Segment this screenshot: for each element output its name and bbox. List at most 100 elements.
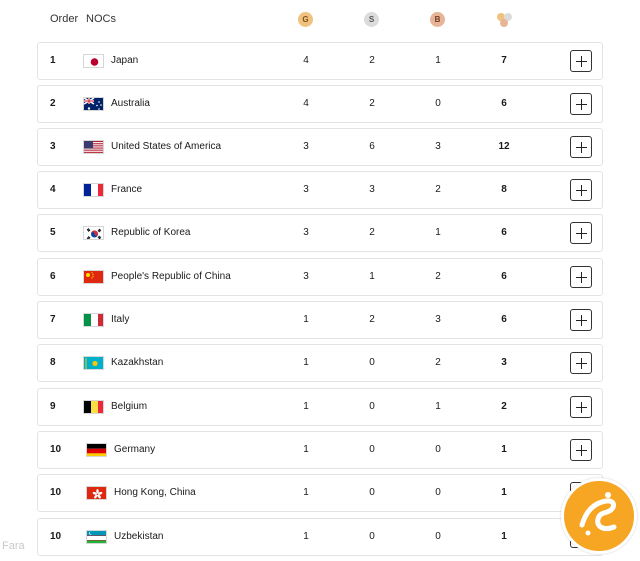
noc-name[interactable]: Kazakhstan: [111, 357, 164, 368]
gold-count: 1: [303, 531, 309, 542]
kazakhstan-flag-icon: [83, 356, 104, 370]
total-count: 6: [501, 227, 507, 238]
gold-count: 4: [303, 55, 309, 66]
rank-cell: 8: [50, 357, 56, 368]
expand-row-button[interactable]: [570, 93, 592, 115]
gold-count: 1: [303, 357, 309, 368]
noc-name[interactable]: Belgium: [111, 401, 148, 412]
noc-name[interactable]: Italy: [111, 314, 130, 325]
japan-flag-icon: [83, 54, 104, 68]
silver-count: 0: [369, 487, 375, 498]
bronze-count: 0: [435, 487, 441, 498]
table-header: Order NOCs G S B: [0, 0, 640, 40]
medal-table-row-italy[interactable]: 7 Italy 1 2 3 6: [37, 301, 603, 339]
gold-count: 1: [303, 314, 309, 325]
watermark-text: Fara: [2, 540, 25, 552]
gold-count: 3: [303, 271, 309, 282]
silver-count: 0: [369, 444, 375, 455]
silver-medal-icon[interactable]: S: [364, 12, 379, 27]
rank-cell: 6: [50, 271, 56, 282]
bronze-count: 1: [435, 55, 441, 66]
bronze-count: 3: [435, 141, 441, 152]
belgium-flag-icon: [83, 400, 104, 414]
nocs-column-header[interactable]: NOCs: [86, 13, 116, 25]
expand-row-button[interactable]: [570, 266, 592, 288]
bronze-count: 0: [435, 531, 441, 542]
china-flag-icon: [83, 270, 104, 284]
expand-row-button[interactable]: [570, 439, 592, 461]
medal-table-row-japan[interactable]: 1 Japan 4 2 1 7: [37, 42, 603, 80]
germany-flag-icon: [86, 443, 107, 457]
medal-table-row-belgium[interactable]: 9 Belgium 1 0 1 2: [37, 388, 603, 426]
australia-flag-icon: [83, 97, 104, 111]
medal-table-row-usa[interactable]: 3 United States of America 3 6 3 12: [37, 128, 603, 166]
order-column-header[interactable]: Order: [50, 13, 79, 25]
noc-name[interactable]: Hong Kong, China: [114, 487, 196, 498]
expand-row-button[interactable]: [570, 136, 592, 158]
gold-count: 4: [303, 98, 309, 109]
noc-name[interactable]: Republic of Korea: [111, 227, 191, 238]
noc-name[interactable]: France: [111, 184, 143, 195]
korea-flag-icon: [83, 226, 104, 240]
total-count: 1: [501, 487, 507, 498]
medal-table-row-uzbekistan[interactable]: 10 Uzbekistan 1 0 0 1: [37, 518, 603, 556]
rank-cell: 2: [50, 98, 56, 109]
expand-row-button[interactable]: [570, 50, 592, 72]
medal-table-row-kazakhstan[interactable]: 8 Kazakhstan 1 0 2 3: [37, 344, 603, 382]
gold-count: 1: [303, 401, 309, 412]
expand-row-button[interactable]: [570, 179, 592, 201]
rank-cell: 1: [50, 55, 56, 66]
medal-table-row-korea[interactable]: 5 Republic of Korea 3 2 1 6: [37, 214, 603, 252]
expand-row-button[interactable]: [570, 396, 592, 418]
silver-count: 3: [369, 184, 375, 195]
total-count: 1: [501, 531, 507, 542]
total-count: 8: [501, 184, 507, 195]
watermark-logo-icon: [561, 478, 637, 554]
total-medals-icon[interactable]: [496, 11, 514, 29]
silver-count: 0: [369, 357, 375, 368]
rank-cell: 3: [50, 141, 56, 152]
expand-row-button[interactable]: [570, 309, 592, 331]
noc-name[interactable]: Japan: [111, 55, 139, 66]
silver-count: 2: [369, 98, 375, 109]
total-count: 3: [501, 357, 507, 368]
bronze-count: 2: [435, 184, 441, 195]
france-flag-icon: [83, 183, 104, 197]
uzbekistan-flag-icon: [86, 530, 107, 544]
bronze-count: 2: [435, 271, 441, 282]
hongkong-flag-icon: [86, 486, 107, 500]
total-count: 6: [501, 98, 507, 109]
noc-name[interactable]: Germany: [114, 444, 156, 455]
medal-table-row-china[interactable]: 6 People's Republic of China 3 1 2 6: [37, 258, 603, 296]
gold-count: 3: [303, 184, 309, 195]
expand-row-button[interactable]: [570, 222, 592, 244]
gold-count: 1: [303, 487, 309, 498]
total-count: 2: [501, 401, 507, 412]
silver-count: 2: [369, 227, 375, 238]
noc-name[interactable]: People's Republic of China: [111, 271, 231, 282]
gold-count: 3: [303, 227, 309, 238]
silver-count: 2: [369, 314, 375, 325]
total-count: 1: [501, 444, 507, 455]
total-count: 6: [501, 271, 507, 282]
medal-table-row-germany[interactable]: 10 Germany 1 0 0 1: [37, 431, 603, 469]
noc-name[interactable]: United States of America: [111, 141, 222, 152]
bronze-count: 0: [435, 444, 441, 455]
medal-table-row-france[interactable]: 4 France 3 3 2 8: [37, 171, 603, 209]
noc-name[interactable]: Australia: [111, 98, 150, 109]
rank-cell: 10: [50, 444, 62, 455]
medal-table-row-hongkong[interactable]: 10 Hong Kong, China 1 0 0 1: [37, 474, 603, 512]
expand-row-button[interactable]: [570, 352, 592, 374]
gold-medal-icon[interactable]: G: [298, 12, 313, 27]
silver-count: 0: [369, 401, 375, 412]
bronze-medal-icon[interactable]: B: [430, 12, 445, 27]
noc-name[interactable]: Uzbekistan: [114, 531, 164, 542]
total-count: 12: [498, 141, 510, 152]
rank-cell: 4: [50, 184, 56, 195]
rank-cell: 10: [50, 531, 62, 542]
gold-count: 1: [303, 444, 309, 455]
usa-flag-icon: [83, 140, 104, 154]
silver-count: 2: [369, 55, 375, 66]
medal-table-row-australia[interactable]: 2 Australia 4 2 0 6: [37, 85, 603, 123]
